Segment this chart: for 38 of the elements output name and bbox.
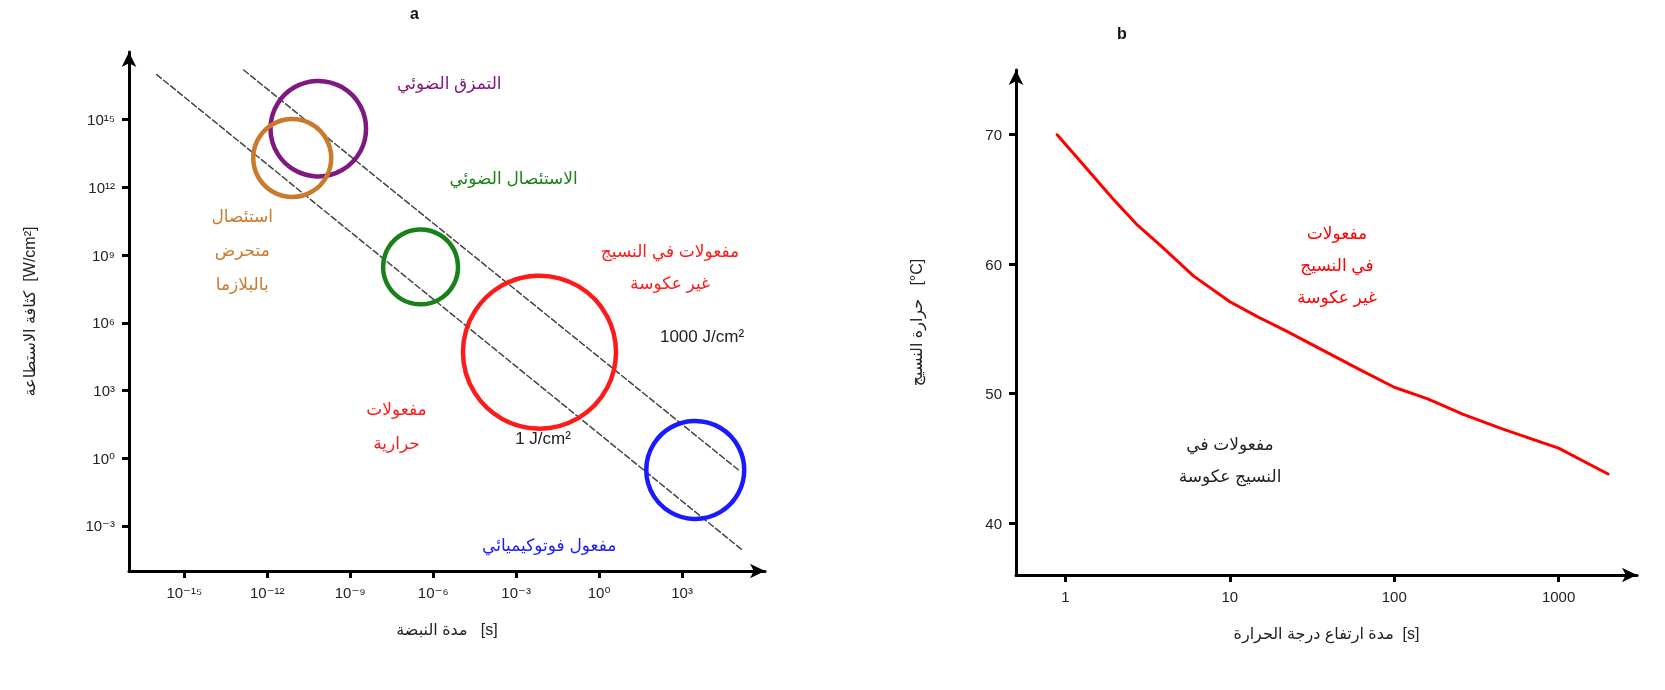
x-axis-title: مدة النبضة [s] (396, 620, 498, 638)
x-tick-label: 1000 (1541, 588, 1576, 605)
chart-title: a (410, 4, 419, 22)
x-axis-title: مدة ارتفاع درجة الحرارة [s] (1233, 624, 1420, 644)
annotation: مفعولات في النسيج عكوسة (1178, 434, 1282, 487)
series-label: استئصال متحرض بالبلازما (211, 206, 273, 294)
y-tick-label: 10³ (93, 381, 115, 399)
x-tick-label: 10 (1221, 588, 1239, 605)
text: مفعول فوتوكيميائي (482, 536, 617, 557)
chart-title: b (1117, 24, 1127, 42)
y-tick-label: 40 (985, 514, 1002, 532)
x-tick-label: 1 (1061, 588, 1070, 605)
x-tick-label: 10⁻¹⁵ (166, 584, 203, 601)
y-tick-label: 10⁰ (92, 449, 115, 467)
y-axis-title: حرارة النسيج [°C] (907, 258, 927, 387)
y-tick-label: 10¹² (88, 178, 115, 196)
annotation: 1 J/cm² (515, 428, 572, 448)
annotation: مفعولات في النسيج غير عكوسة (1297, 223, 1378, 307)
x-tick-label: 10⁻¹² (249, 584, 285, 601)
x-tick-label: 10³ (671, 584, 693, 601)
x-tick-label: 10⁻⁹ (334, 584, 366, 601)
y-tick-label: 10⁹ (91, 246, 115, 264)
y-tick-label: 10⁶ (92, 314, 115, 332)
x-tick-label: 10⁰ (587, 584, 611, 601)
annotation: مفعولات في النسيج غير عكوسة (600, 241, 740, 293)
y-tick-label: 10¹⁵ (87, 111, 115, 129)
x-tick-label: 100 (1381, 588, 1407, 605)
annotation: 1000 J/cm² (659, 326, 745, 346)
text: الاستئصال الضوئي (449, 169, 578, 190)
text: مفعولات حرارية (366, 399, 427, 453)
x-tick-label: 10⁻³ (501, 584, 531, 601)
text: التمزق الضوئي (397, 74, 502, 95)
y-tick-label: 70 (985, 126, 1002, 144)
y-tick-label: 60 (985, 255, 1002, 273)
y-axis-title: كثافة الاستطاعة [W/cm²] (20, 226, 38, 397)
y-tick-label: 50 (985, 385, 1002, 403)
x-tick-label: 10⁻⁶ (417, 584, 449, 601)
y-tick-label: 10⁻³ (85, 517, 115, 535)
